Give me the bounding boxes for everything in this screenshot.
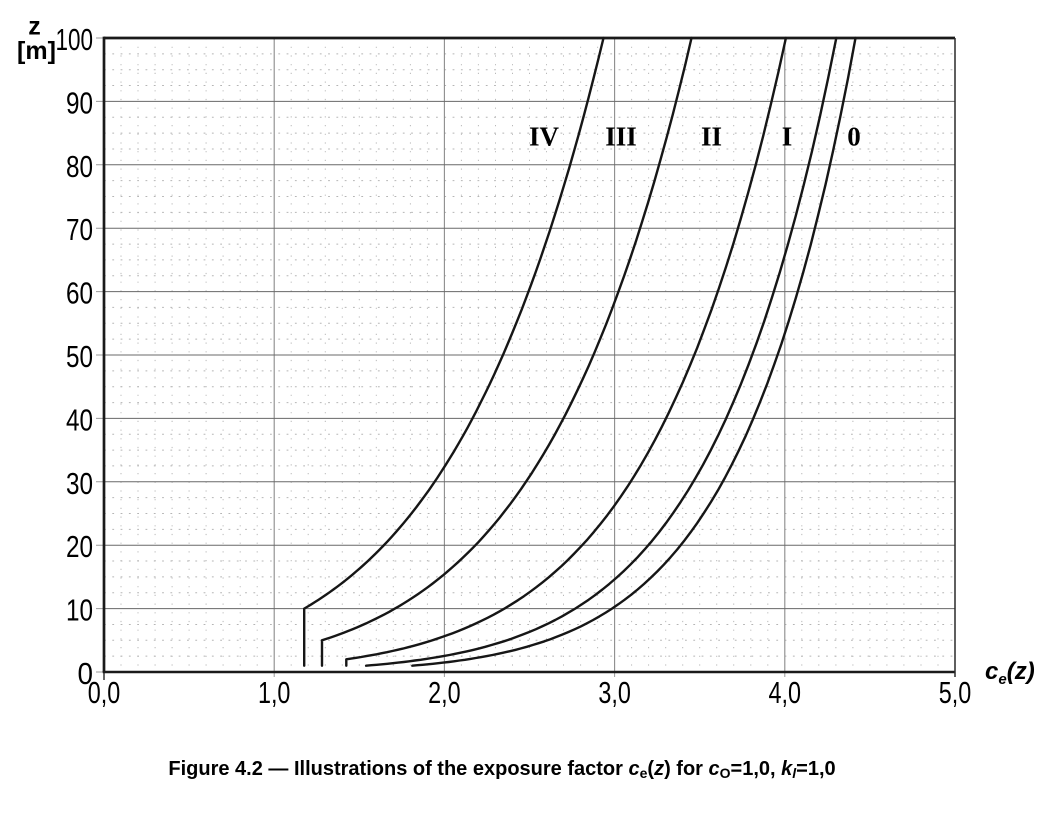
- svg-text:4,0: 4,0: [769, 675, 802, 710]
- svg-text:10: 10: [66, 593, 93, 628]
- svg-text:80: 80: [66, 149, 93, 184]
- svg-text:1,0: 1,0: [258, 675, 291, 710]
- svg-text:5,0: 5,0: [939, 675, 972, 710]
- svg-text:I: I: [782, 122, 793, 152]
- svg-text:70: 70: [66, 212, 93, 247]
- svg-text:100: 100: [56, 22, 94, 57]
- svg-text:[m]: [m]: [17, 37, 56, 65]
- svg-text:II: II: [701, 122, 722, 152]
- svg-text:III: III: [605, 122, 637, 152]
- svg-text:30: 30: [66, 466, 93, 501]
- svg-text:z: z: [28, 13, 41, 41]
- svg-text:20: 20: [66, 529, 93, 564]
- svg-text:Figure 4.2 — Illustrations of: Figure 4.2 — Illustrations of the exposu…: [168, 758, 835, 781]
- svg-text:ce(z): ce(z): [985, 658, 1035, 688]
- svg-text:90: 90: [66, 85, 93, 120]
- svg-text:IV: IV: [529, 122, 560, 152]
- svg-text:0: 0: [847, 122, 861, 152]
- svg-text:50: 50: [66, 339, 93, 374]
- svg-text:40: 40: [66, 402, 93, 437]
- svg-text:3,0: 3,0: [598, 675, 631, 710]
- svg-text:0,0: 0,0: [88, 675, 121, 710]
- svg-text:2,0: 2,0: [428, 675, 461, 710]
- svg-text:60: 60: [66, 276, 93, 311]
- svg-text:0: 0: [78, 656, 94, 691]
